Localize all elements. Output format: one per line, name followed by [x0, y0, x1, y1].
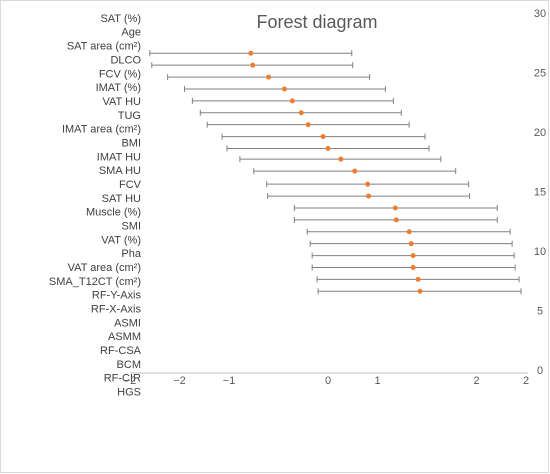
category-label: VAT HU: [102, 96, 141, 108]
chart-title: Forest diagram: [256, 12, 377, 32]
category-label: Pha: [121, 248, 141, 260]
point: [365, 181, 371, 187]
y-tick-label: 25: [534, 67, 546, 79]
category-label: RF-Y-Axis: [92, 290, 142, 302]
category-label: SAT (%): [100, 13, 141, 25]
point: [325, 145, 331, 151]
category-label: ASMI: [114, 317, 141, 329]
point: [338, 156, 344, 162]
point: [266, 74, 272, 80]
point: [366, 193, 372, 199]
point: [281, 86, 287, 92]
category-label: HGS: [117, 387, 141, 399]
x-tick-label: −1: [223, 375, 236, 387]
category-label: RF-CIR: [104, 373, 141, 385]
category-label: SAT HU: [102, 193, 141, 205]
category-label: BMI: [121, 137, 141, 149]
point: [392, 205, 398, 211]
x-tick-label: −2: [124, 375, 137, 387]
category-label: SAT area (cm²): [67, 41, 141, 53]
category-label: TUG: [118, 110, 141, 122]
point: [320, 134, 326, 140]
category-label: DLCO: [110, 54, 141, 66]
category-label: IMAT (%): [96, 82, 141, 94]
x-tick-label: 1: [374, 375, 380, 387]
point: [406, 229, 412, 235]
y-tick-label: 5: [537, 305, 543, 317]
category-label: SMI: [121, 221, 141, 233]
category-label: Muscle (%): [86, 207, 141, 219]
x-tick-label: 2: [523, 375, 529, 387]
point: [393, 217, 399, 223]
point: [289, 98, 295, 104]
category-label: FCV: [119, 179, 142, 191]
category-label: VAT area (cm²): [68, 262, 141, 274]
category-label: BCM: [117, 359, 141, 371]
category-label: ASMM: [108, 331, 141, 343]
y-tick-label: 20: [534, 127, 546, 139]
point: [417, 288, 423, 294]
x-tick-label: −2: [173, 375, 186, 387]
point: [298, 110, 304, 116]
category-label: SMA HU: [99, 165, 141, 177]
category-label: SMA_T12CT (cm²): [49, 276, 141, 288]
category-label: Age: [121, 27, 141, 39]
point: [250, 62, 256, 68]
point: [410, 264, 416, 270]
category-label: IMAT area (cm²): [62, 124, 141, 136]
y-tick-label: 10: [534, 246, 546, 258]
x-tick-label: 0: [325, 375, 331, 387]
category-label: FCV (%): [99, 68, 141, 80]
x-tick-label: 2: [473, 375, 479, 387]
point: [415, 276, 421, 282]
y-tick-label: 0: [537, 365, 543, 377]
category-label: IMAT HU: [97, 151, 141, 163]
point: [305, 122, 311, 128]
point: [408, 241, 414, 247]
y-tick-label: 15: [534, 186, 546, 198]
y-tick-label: 30: [534, 8, 546, 20]
point: [352, 168, 358, 174]
point: [410, 253, 416, 259]
category-label: RF-CSA: [100, 345, 142, 357]
category-label: RF-X-Axis: [91, 304, 142, 316]
point: [248, 50, 254, 56]
category-label: VAT (%): [101, 234, 141, 246]
